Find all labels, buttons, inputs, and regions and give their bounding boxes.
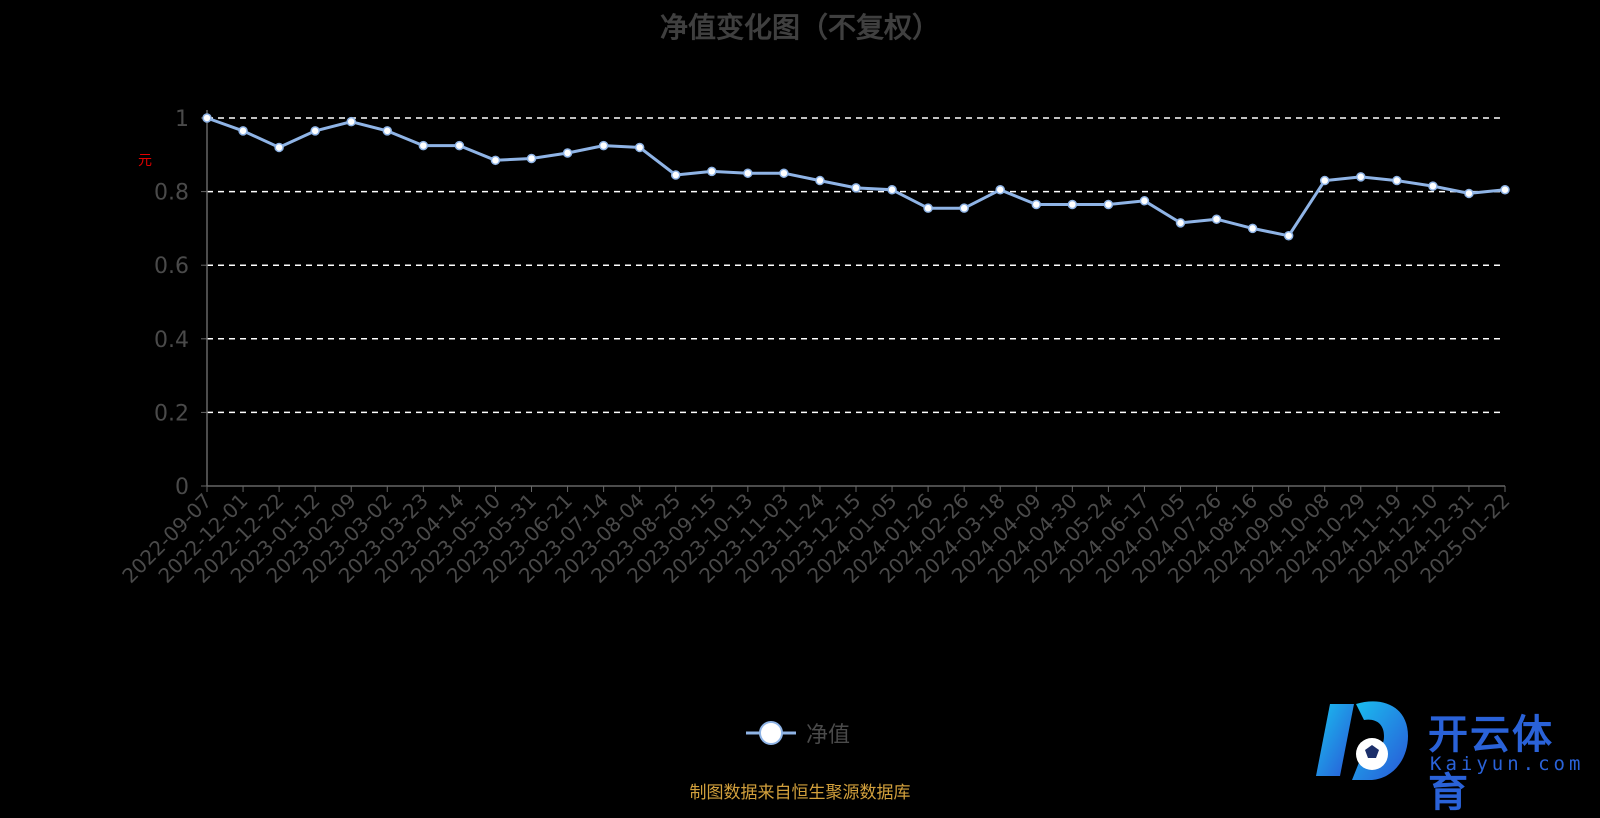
data-point[interactable]: [634, 142, 645, 153]
data-point[interactable]: [238, 126, 248, 136]
data-point[interactable]: [526, 153, 537, 164]
y-tick-label: 0.4: [154, 328, 189, 353]
data-point[interactable]: [1464, 188, 1474, 199]
data-point[interactable]: [562, 148, 573, 158]
data-point[interactable]: [923, 203, 933, 213]
data-point[interactable]: [1392, 175, 1402, 186]
data-point[interactable]: [1031, 199, 1042, 210]
data-point[interactable]: [202, 113, 212, 123]
y-tick-label: 1: [175, 107, 189, 132]
data-point[interactable]: [707, 166, 717, 177]
data-point[interactable]: [274, 142, 284, 153]
data-point[interactable]: [851, 183, 861, 193]
nav-chart: 净值变化图（不复权） 元 0 0.2 0.4 0.6 0.8 1 2022-09-07 202…: [117, 11, 1592, 816]
ky-logo-icon: [1316, 701, 1408, 780]
data-point[interactable]: [598, 140, 609, 151]
data-point[interactable]: [1356, 172, 1366, 182]
data-point[interactable]: [1428, 181, 1438, 191]
data-point[interactable]: [959, 203, 969, 213]
data-point[interactable]: [670, 170, 681, 180]
plot-area: 00.20.40.60.812022-09-072022-12-012022-1…: [117, 107, 1514, 588]
data-point[interactable]: [382, 126, 393, 136]
data-point[interactable]: [1103, 199, 1114, 210]
y-tick-label: 0: [175, 475, 189, 500]
data-point[interactable]: [454, 140, 465, 151]
data-point[interactable]: [995, 185, 1005, 195]
legend[interactable]: 净值: [746, 718, 850, 748]
y-tick-label: 0.8: [154, 181, 189, 206]
watermark-brand: 开云体育: [1428, 712, 1554, 816]
data-point[interactable]: [1319, 175, 1330, 186]
data-point[interactable]: [1500, 185, 1510, 195]
data-point[interactable]: [1283, 231, 1294, 241]
data-point[interactable]: [1067, 199, 1078, 210]
data-source-note: 制图数据来自恒生聚源数据库: [689, 783, 911, 803]
y-axis-unit-label: 元: [138, 153, 152, 169]
legend-line-marker-icon: [746, 721, 796, 745]
data-point[interactable]: [1211, 214, 1222, 224]
y-tick-label: 0.6: [154, 254, 189, 279]
data-point[interactable]: [743, 168, 753, 178]
data-point[interactable]: [1247, 223, 1258, 234]
watermark-logo: 开云体育 Kaiyun.com: [1312, 696, 1592, 816]
y-tick-label: 0.2: [154, 401, 189, 426]
legend-label: 净值: [806, 723, 851, 748]
series-line-jingzhi: [205, 116, 1507, 238]
data-point[interactable]: [887, 185, 897, 195]
data-point[interactable]: [1175, 218, 1186, 228]
chart-title: 净值变化图（不复权）: [659, 11, 940, 44]
data-point[interactable]: [815, 175, 825, 186]
data-point[interactable]: [779, 168, 789, 178]
data-point[interactable]: [418, 140, 429, 151]
watermark-domain: Kaiyun.com: [1430, 753, 1585, 775]
data-point[interactable]: [346, 116, 356, 127]
data-point[interactable]: [490, 155, 501, 166]
data-point[interactable]: [1139, 196, 1150, 206]
data-point[interactable]: [310, 126, 320, 136]
